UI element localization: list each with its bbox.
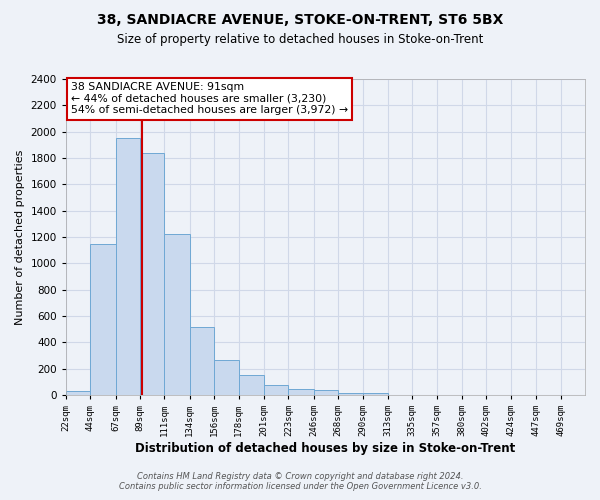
Bar (116, 138, 140, 395)
Bar (388, 394, 412, 395)
Bar (264, 384, 289, 395)
Bar (239, 376, 264, 395)
Bar (362, 393, 388, 395)
Text: 38 SANDIACRE AVENUE: 91sqm
← 44% of detached houses are smaller (3,230)
54% of s: 38 SANDIACRE AVENUE: 91sqm ← 44% of deta… (71, 82, 348, 116)
Bar (164, 234, 190, 395)
Text: Contains HM Land Registry data © Crown copyright and database right 2024.: Contains HM Land Registry data © Crown c… (137, 472, 463, 481)
Bar (338, 393, 362, 395)
Y-axis label: Number of detached properties: Number of detached properties (15, 150, 25, 325)
Text: Contains public sector information licensed under the Open Government Licence v3: Contains public sector information licen… (119, 482, 481, 491)
Bar (140, 153, 164, 395)
Text: Size of property relative to detached houses in Stoke-on-Trent: Size of property relative to detached ho… (117, 32, 483, 46)
Bar (314, 390, 338, 395)
Bar (66, 391, 90, 395)
Bar (289, 388, 314, 395)
Text: 38, SANDIACRE AVENUE, STOKE-ON-TRENT, ST6 5BX: 38, SANDIACRE AVENUE, STOKE-ON-TRENT, ST… (97, 12, 503, 26)
Bar (190, 326, 214, 395)
Bar (214, 360, 239, 395)
Bar (90, 244, 116, 395)
X-axis label: Distribution of detached houses by size in Stoke-on-Trent: Distribution of detached houses by size … (135, 442, 515, 455)
